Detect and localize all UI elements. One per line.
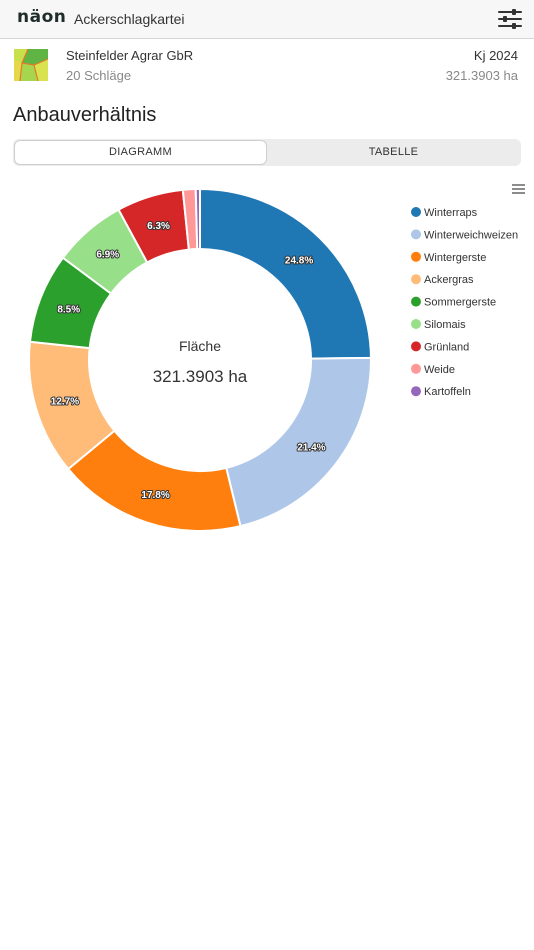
legend-label: Ackergras xyxy=(424,274,474,286)
total-area: 321.3903 ha xyxy=(445,68,518,83)
donut-slice-winterweichweizen[interactable] xyxy=(225,356,372,528)
legend-item-grünland[interactable]: Grünland xyxy=(411,341,469,353)
legend-marker xyxy=(411,296,421,307)
settings-sliders-icon[interactable] xyxy=(497,7,523,31)
tab-tabelle[interactable]: TABELLE xyxy=(368,146,419,158)
section-title: Anbauverhältnis xyxy=(13,104,157,126)
legend-label: Grünland xyxy=(424,341,469,353)
legend-label: Kartoffeln xyxy=(424,386,471,398)
donut-slice-winterraps[interactable] xyxy=(199,187,373,360)
hamburger-menu-icon[interactable] xyxy=(508,182,525,196)
legend-marker xyxy=(411,341,421,352)
legend-item-kartoffeln[interactable]: Kartoffeln xyxy=(411,386,471,398)
field-count: 20 Schläge xyxy=(66,68,132,83)
data-label-grünland: 6.3% xyxy=(147,221,170,232)
center-value: 321.3903 ha xyxy=(153,367,248,386)
legend-label: Weide xyxy=(424,364,455,376)
app-bar: näon Ackerschlagkartei xyxy=(0,0,534,39)
data-label-sommergerste: 8.5% xyxy=(57,305,80,316)
legend-label: Wintergerste xyxy=(424,252,486,264)
app-title: Ackerschlagkartei xyxy=(74,11,185,27)
farm-info-row[interactable]: Steinfelder Agrar GbR 20 Schläge Kj 2024… xyxy=(0,39,534,95)
app-logo: näon xyxy=(17,7,67,27)
legend-label: Winterraps xyxy=(424,207,478,219)
farm-fields-icon xyxy=(14,49,48,81)
farm-name: Steinfelder Agrar GbR xyxy=(66,48,194,63)
legend-marker xyxy=(411,229,421,240)
legend-marker xyxy=(411,386,421,397)
legend-marker xyxy=(411,251,421,262)
legend-marker xyxy=(411,207,421,217)
legend-item-wintergerste[interactable]: Wintergerste xyxy=(411,251,486,264)
legend-marker xyxy=(411,363,421,374)
data-label-ackergras: 12.7% xyxy=(51,397,79,408)
legend-item-winterweichweizen[interactable]: Winterweichweizen xyxy=(411,229,518,241)
legend-item-weide[interactable]: Weide xyxy=(411,363,455,376)
legend-label: Silomais xyxy=(424,319,466,331)
crop-year: Kj 2024 xyxy=(473,48,518,63)
donut-slice-kartoffeln[interactable] xyxy=(194,187,201,251)
legend-item-silomais[interactable]: Silomais xyxy=(411,319,466,331)
view-toggle: DIAGRAMM TABELLE xyxy=(13,139,521,166)
legend-marker xyxy=(411,319,421,329)
data-label-winterweichweizen: 21.4% xyxy=(297,442,325,453)
legend-label: Sommergerste xyxy=(424,297,496,309)
legend-label: Winterweichweizen xyxy=(424,229,518,241)
crop-donut-chart: 24.8%21.4%17.8%12.7%8.5%6.9%6.3% Fläche … xyxy=(28,182,525,532)
legend-item-ackergras[interactable]: Ackergras xyxy=(411,274,474,286)
tab-diagramm[interactable]: DIAGRAMM xyxy=(15,141,266,164)
center-label: Fläche xyxy=(179,338,221,354)
data-label-wintergerste: 17.8% xyxy=(141,490,169,501)
data-label-winterraps: 24.8% xyxy=(285,256,313,267)
legend-item-winterraps[interactable]: Winterraps xyxy=(411,207,478,219)
data-label-silomais: 6.9% xyxy=(96,249,119,260)
legend-marker xyxy=(411,274,421,285)
legend-item-sommergerste[interactable]: Sommergerste xyxy=(411,296,496,309)
